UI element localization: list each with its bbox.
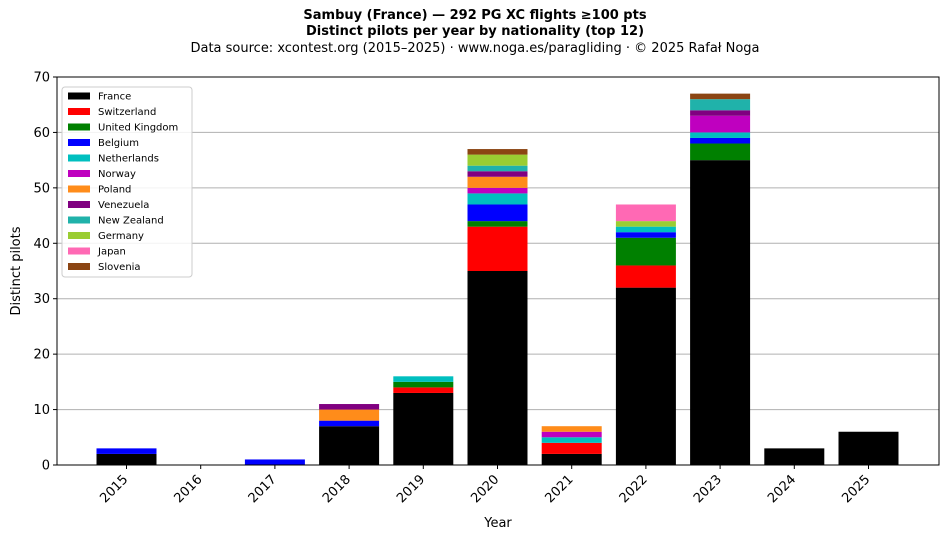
bar-segment [467,271,528,465]
x-tick-label: 2016 [172,472,206,506]
bar-segment [690,110,751,116]
y-tick-label: 10 [33,403,50,418]
bar-segment [393,387,454,393]
legend-entry[interactable]: Norway [98,169,136,180]
x-tick-label: 2018 [320,472,354,506]
legend-swatch [68,154,90,162]
bar-segment [838,431,899,465]
x-tick-label: 2021 [543,472,577,506]
bar-segment [764,448,825,465]
legend-entry[interactable]: Venezuela [98,200,149,211]
bar-segment [541,437,602,443]
bar-segment [690,99,751,111]
bar-segment [615,221,676,227]
bar-segment [615,226,676,233]
bar-segment [467,187,528,194]
y-tick-label: 70 [33,71,50,86]
legend-entry[interactable]: New Zealand [98,216,164,227]
bar-segment [467,165,528,172]
legend-entry[interactable]: Japan [97,247,126,258]
y-tick-label: 50 [33,181,50,196]
x-axis-label: Year [483,516,512,531]
bar-segment [319,426,380,465]
bar-segment [467,221,528,227]
bar-segment [467,204,528,222]
legend-entry[interactable]: France [98,92,131,103]
y-tick-label: 30 [33,292,50,307]
bar-segment [690,137,751,144]
bar-segment [615,237,676,266]
legend-swatch [68,139,90,146]
bar-segment [244,459,305,465]
bar-segment [319,404,380,410]
bars [96,93,899,465]
bar-segment [467,154,528,166]
legend-swatch [68,185,90,193]
legend-swatch [68,247,90,255]
bar-segment [467,149,528,155]
bar-segment [393,381,454,388]
y-axis-label: Distinct pilots [9,226,24,315]
x-tick-label: 2015 [97,472,131,506]
legend-entry[interactable]: Switzerland [98,107,156,118]
bar-segment [467,176,528,188]
bar-segment [690,115,751,133]
x-tick-label: 2024 [765,472,799,506]
legend-entry[interactable]: Belgium [98,138,139,149]
legend-swatch [68,123,90,131]
bar-segment [541,426,602,432]
x-tick-label: 2019 [394,472,428,506]
bar-segment [690,93,751,100]
legend-swatch [68,108,90,115]
x-tick-label: 2023 [691,472,725,506]
legend-box [61,86,193,278]
bar-segment [615,204,676,222]
bar-segment [615,265,676,288]
bar-segment [319,420,380,427]
legend-swatch [68,263,90,270]
bar-segment [96,448,157,454]
bar-segment [319,409,380,421]
chart-title: Sambuy (France) — 292 PG XC flights ≥100… [303,8,647,23]
y-tick-label: 0 [42,459,50,474]
bar-segment [541,453,602,465]
y-tick-label: 40 [33,237,50,252]
bar-segment [541,431,602,438]
bar-segment [467,193,528,205]
legend-entry[interactable]: Slovenia [98,262,141,273]
legend-swatch [68,170,90,177]
bar-segment [541,442,602,454]
bar-segment [615,232,676,238]
bar-segment [467,226,528,271]
legend[interactable]: France Switzerland United Kingdom Belgium Ne… [61,86,193,278]
bar-segment [393,376,454,382]
x-tick-label: 2020 [468,472,502,506]
bar-segment [690,132,751,138]
legend-entry[interactable]: United Kingdom [98,123,178,134]
x-tick-label: 2017 [246,472,280,506]
legend-entry[interactable]: Netherlands [98,154,159,165]
bar-segment [393,392,454,465]
legend-entry[interactable]: Poland [98,185,131,196]
x-tick-label: 2022 [617,472,651,506]
legend-swatch [68,92,90,100]
legend-swatch [68,216,90,224]
y-tick-label: 20 [33,348,50,363]
chart-source-note: Data source: xcontest.org (2015–2025) · … [190,41,760,56]
chart-title-block: Sambuy (France) — 292 PG XC flights ≥100… [0,8,950,57]
bar-segment [96,453,157,465]
legend-swatch [68,232,90,239]
legend-swatch [68,201,90,208]
chart-subtitle: Distinct pilots per year by nationality … [305,24,645,39]
bar-segment [690,160,751,465]
bar-segment [615,287,676,465]
bar-segment [690,143,751,161]
x-tick-label: 2025 [839,472,873,506]
y-tick-label: 60 [33,126,50,141]
bar-segment [467,171,528,177]
legend-entry[interactable]: Germany [98,231,144,242]
